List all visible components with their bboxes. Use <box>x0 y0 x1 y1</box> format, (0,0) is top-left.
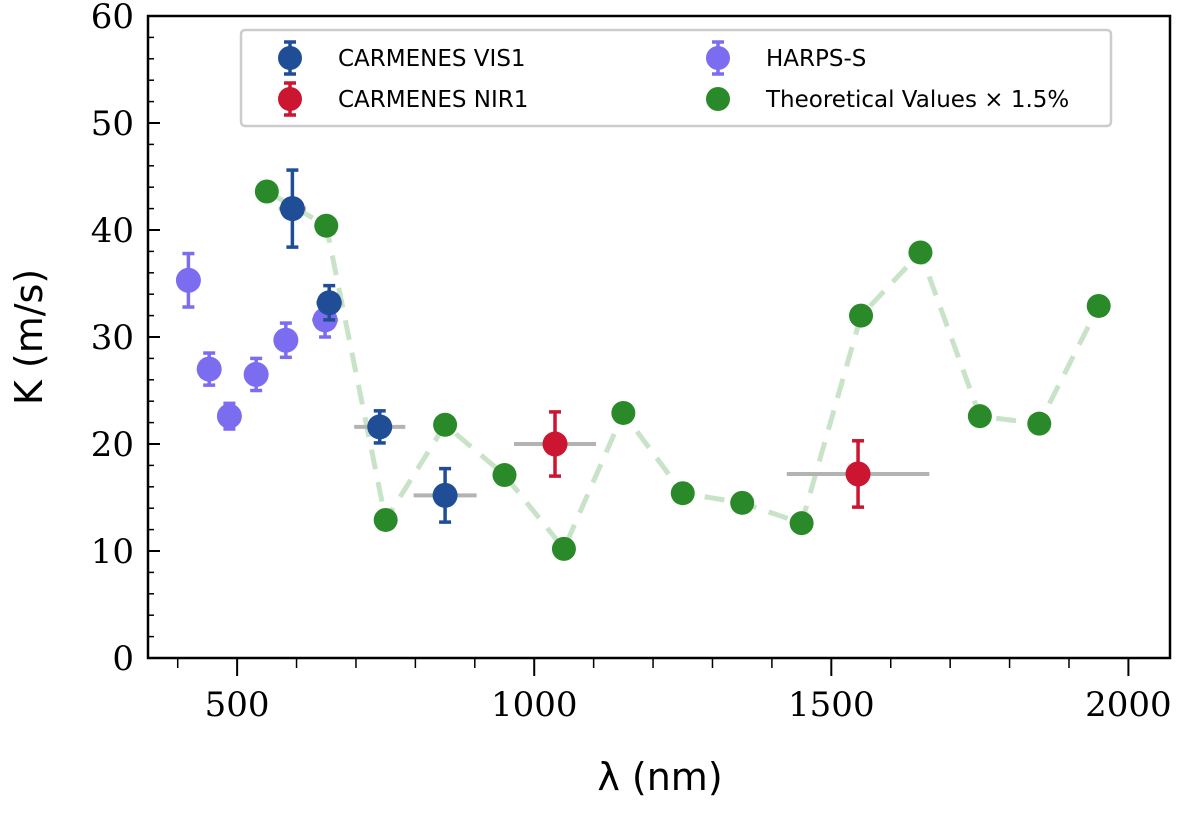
legend-label: CARMENES VIS1 <box>338 46 526 72</box>
x-tick-label: 1000 <box>491 685 578 725</box>
theoretical-point <box>967 404 992 429</box>
data-point <box>279 196 305 222</box>
data-point <box>432 482 458 508</box>
y-tick-label: 50 <box>91 104 134 144</box>
theoretical-point <box>254 179 279 204</box>
theoretical-point <box>1027 411 1052 436</box>
theoretical-point <box>670 481 695 506</box>
data-point <box>367 414 393 440</box>
y-tick-label: 10 <box>91 532 134 572</box>
y-tick-label: 60 <box>91 0 134 37</box>
theoretical-point <box>314 213 339 238</box>
theoretical-point <box>551 536 576 561</box>
x-tick-label: 1500 <box>788 685 875 725</box>
y-tick-label: 30 <box>91 318 134 358</box>
legend-marker <box>278 87 302 111</box>
legend-label: CARMENES NIR1 <box>338 87 528 113</box>
data-point <box>273 327 299 353</box>
y-tick-label: 20 <box>91 425 134 465</box>
data-point <box>845 461 871 487</box>
x-tick-label: 500 <box>205 685 270 725</box>
theoretical-point <box>908 240 933 265</box>
legend-box <box>239 28 1113 128</box>
theoretical-point <box>1086 293 1111 318</box>
theoretical-point <box>789 511 814 536</box>
plot-marks <box>175 168 1111 561</box>
data-point <box>175 267 201 293</box>
theoretical-point <box>730 490 755 515</box>
theoretical-point <box>433 412 458 437</box>
theoretical-point <box>611 400 636 425</box>
legend-marker <box>278 46 302 70</box>
data-point <box>216 403 242 429</box>
data-point <box>542 431 568 457</box>
legend-marker <box>706 87 730 111</box>
y-tick-label: 40 <box>91 211 134 251</box>
x-axis-label: λ (nm) <box>597 755 722 799</box>
theoretical-point <box>492 463 517 488</box>
theoretical-point <box>849 303 874 328</box>
y-axis-label: K (m/s) <box>7 269 51 405</box>
y-tick-label: 0 <box>112 639 134 679</box>
axes: 0 10 20 30 40 50 60 500 1000 1500 2000 <box>91 0 1172 725</box>
legend-label: HARPS-S <box>766 46 866 72</box>
legend-marker <box>706 46 730 70</box>
theoretical-point <box>373 507 398 532</box>
data-point <box>196 356 222 382</box>
legend-label: Theoretical Values × 1.5% <box>765 87 1069 113</box>
data-point <box>316 290 342 316</box>
x-tick-label: 2000 <box>1085 685 1172 725</box>
data-point <box>243 361 269 387</box>
legend: CARMENES VIS1 HARPS-S CARMENES NIR1 Theoret… <box>239 28 1113 128</box>
